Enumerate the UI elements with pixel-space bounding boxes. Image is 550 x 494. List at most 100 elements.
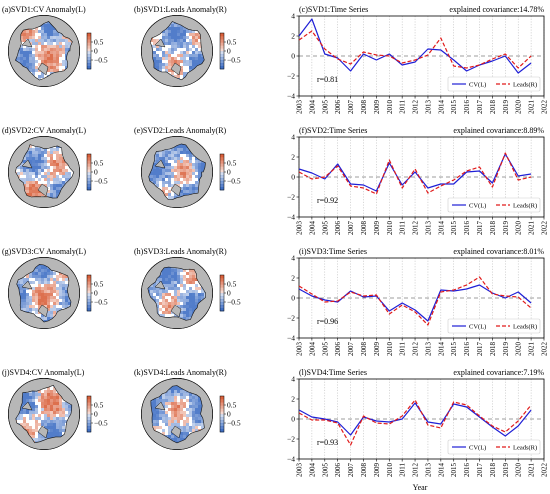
- x-tick-label: 2014: [437, 463, 445, 478]
- ts-covariance-1: explained covariance:14.78%: [449, 5, 544, 14]
- x-tick-label: 2006: [334, 221, 342, 236]
- x-tick-label: 2007: [347, 342, 355, 357]
- legend-cv-label: CV(L): [469, 82, 486, 89]
- map-leads-title-2: (e)SVD2:Leads Anomaly(R): [134, 126, 227, 135]
- y-tick-label: 4: [291, 375, 295, 384]
- legend-cv-label: CV(L): [469, 324, 486, 331]
- x-tick-label: 2016: [463, 100, 471, 115]
- y-tick-label: 2: [291, 395, 295, 404]
- correlation-label: r=0.93: [317, 438, 338, 447]
- colorbar-tick-label: 0: [227, 47, 231, 56]
- series-cv-line: [298, 284, 532, 322]
- map-boundary: [8, 378, 80, 450]
- series-leads-line: [298, 399, 532, 446]
- x-tick-label: 2007: [347, 221, 355, 236]
- legend-leads-label: Leads(R): [513, 324, 537, 331]
- x-tick-label: 2013: [424, 100, 432, 115]
- legend-leads-label: Leads(R): [513, 445, 537, 452]
- map-leads-4: [141, 378, 213, 450]
- row-3: (g)SVD3:CV Anomaly(L) 0.50−0.5 (h)SVD3:L…: [2, 247, 549, 356]
- ts-chart-4: −4 −2 0 2 4 2003 2004 2005 2006 2007 2008 2009 2010 2…: [287, 375, 548, 477]
- x-tick-label: 2018: [489, 342, 497, 357]
- colorbar-leads-1: 0.50−0.5: [219, 32, 241, 70]
- colorbar-tick-label: −0.5: [94, 419, 108, 428]
- x-tick-label: 2012: [412, 463, 420, 478]
- ts-covariance-2: explained covariance:8.89%: [453, 126, 544, 135]
- colorbar-tick-label: −0.5: [227, 177, 241, 186]
- colorbar-tick-label: −0.5: [227, 56, 241, 65]
- x-tick-label: 2008: [360, 221, 368, 236]
- x-tick-label: 2014: [437, 100, 445, 115]
- legend: CV(L) Leads(R): [447, 197, 541, 213]
- map-leads-title-1: (b)SVD1:Leads Anomaly(R): [134, 5, 227, 14]
- map-boundary: [141, 378, 213, 450]
- y-tick-label: −2: [287, 72, 295, 81]
- x-tick-label: 2003: [296, 100, 304, 115]
- y-tick-label: 4: [291, 254, 295, 263]
- ts-chart-3: −4 −2 0 2 4 2003 2004 2005 2006 2007 2008 2009 2010 2…: [287, 254, 548, 356]
- y-tick-label: 0: [291, 415, 295, 424]
- x-tick-label: 2013: [424, 221, 432, 236]
- x-tick-label: 2005: [321, 100, 329, 115]
- y-tick-label: 0: [291, 52, 295, 61]
- map-boundary: [141, 136, 213, 208]
- x-tick-label: 2018: [489, 463, 497, 478]
- x-tick-label: 2011: [399, 463, 407, 477]
- legend: CV(L) Leads(R): [447, 439, 541, 455]
- x-tick-label: 2009: [373, 221, 381, 236]
- x-tick-label: 2020: [515, 221, 523, 236]
- correlation-label: r=0.92: [317, 196, 338, 205]
- x-tick-label: 2017: [476, 221, 484, 236]
- legend: CV(L) Leads(R): [447, 76, 541, 92]
- x-tick-label: 2012: [412, 342, 420, 357]
- x-tick-label: 2022: [541, 221, 549, 236]
- map-cv-title-2: (d)SVD2:CV Anomaly(L): [2, 126, 86, 135]
- colorbar-cv-1: 0.50−0.5: [86, 32, 108, 70]
- x-tick-label: 2022: [541, 342, 549, 357]
- colorbar-cv-4: 0.50−0.5: [86, 395, 108, 433]
- y-tick-label: −4: [287, 92, 295, 101]
- y-tick-label: −2: [287, 435, 295, 444]
- x-tick-label: 2003: [296, 463, 304, 478]
- y-tick-label: −2: [287, 193, 295, 202]
- legend-leads-label: Leads(R): [513, 203, 537, 210]
- map-cv-3: [8, 257, 80, 329]
- x-tick-label: 2015: [450, 342, 458, 357]
- colorbar-tick-label: 0: [94, 289, 98, 298]
- colorbar-tick-label: 0.5: [227, 280, 237, 289]
- map-cv-2: [8, 136, 80, 208]
- map-leads-3: [141, 257, 213, 329]
- colorbar-tick-label: −0.5: [227, 298, 241, 307]
- x-tick-label: 2013: [424, 463, 432, 478]
- x-tick-label: 2009: [373, 342, 381, 357]
- x-tick-label: 2006: [334, 100, 342, 115]
- x-axis-label: Year: [413, 483, 428, 492]
- x-tick-label: 2010: [386, 221, 394, 236]
- y-tick-label: −4: [287, 455, 295, 464]
- x-tick-label: 2003: [296, 221, 304, 236]
- colorbar-tick-label: 0.5: [94, 280, 104, 289]
- x-tick-label: 2017: [476, 100, 484, 115]
- map-boundary: [141, 15, 213, 87]
- colorbar-tick-label: 0.5: [94, 159, 104, 168]
- x-tick-label: 2006: [334, 342, 342, 357]
- x-tick-label: 2006: [334, 463, 342, 478]
- x-tick-label: 2005: [321, 463, 329, 478]
- x-tick-label: 2010: [386, 100, 394, 115]
- x-tick-label: 2003: [296, 342, 304, 357]
- x-tick-label: 2013: [424, 342, 432, 357]
- map-cv-title-1: (a)SVD1:CV Anomaly(L): [2, 5, 86, 14]
- x-tick-label: 2011: [399, 342, 407, 356]
- y-tick-label: 0: [291, 294, 295, 303]
- x-tick-label: 2007: [347, 100, 355, 115]
- series-leads-line: [298, 276, 532, 326]
- x-tick-label: 2008: [360, 342, 368, 357]
- colorbar-leads-3: 0.50−0.5: [219, 274, 241, 312]
- legend: CV(L) Leads(R): [447, 318, 541, 334]
- y-tick-label: 2: [291, 32, 295, 41]
- x-tick-label: 2012: [412, 100, 420, 115]
- colorbar-tick-label: 0: [94, 47, 98, 56]
- x-tick-label: 2021: [528, 463, 536, 478]
- x-tick-label: 2020: [515, 100, 523, 115]
